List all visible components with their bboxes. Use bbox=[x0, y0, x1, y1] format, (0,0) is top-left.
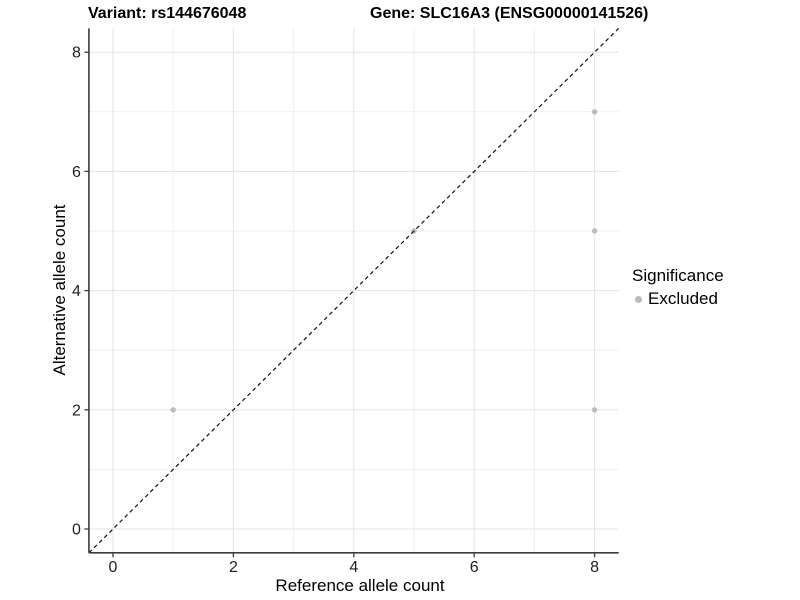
y-tick-label: 8 bbox=[72, 45, 81, 62]
x-tick-label: 2 bbox=[229, 559, 238, 576]
y-tick-label: 4 bbox=[72, 283, 81, 300]
legend-item-excluded: Excluded bbox=[632, 289, 724, 309]
legend: Significance Excluded bbox=[632, 266, 724, 309]
data-point bbox=[591, 109, 598, 115]
x-tick-label: 0 bbox=[109, 559, 118, 576]
y-tick-label: 6 bbox=[72, 164, 81, 181]
y-tick-label: 0 bbox=[72, 522, 81, 539]
y-tick-label: 2 bbox=[72, 402, 81, 419]
legend-title: Significance bbox=[632, 266, 724, 285]
plot-title-gene: Gene: SLC16A3 (ENSG00000141526) bbox=[370, 5, 649, 22]
data-point bbox=[591, 407, 598, 413]
x-tick-label: 4 bbox=[349, 559, 358, 576]
data-point bbox=[170, 407, 176, 413]
legend-item-label: Excluded bbox=[648, 289, 718, 308]
data-point bbox=[591, 228, 598, 234]
identity-line bbox=[88, 27, 620, 554]
x-axis-title: Reference allele count bbox=[275, 576, 445, 595]
excluded-marker-icon bbox=[635, 295, 642, 303]
x-tick-label: 8 bbox=[590, 559, 599, 576]
x-tick-label: 6 bbox=[470, 559, 479, 576]
plot-title-variant: Variant: rs144676048 bbox=[88, 5, 247, 22]
